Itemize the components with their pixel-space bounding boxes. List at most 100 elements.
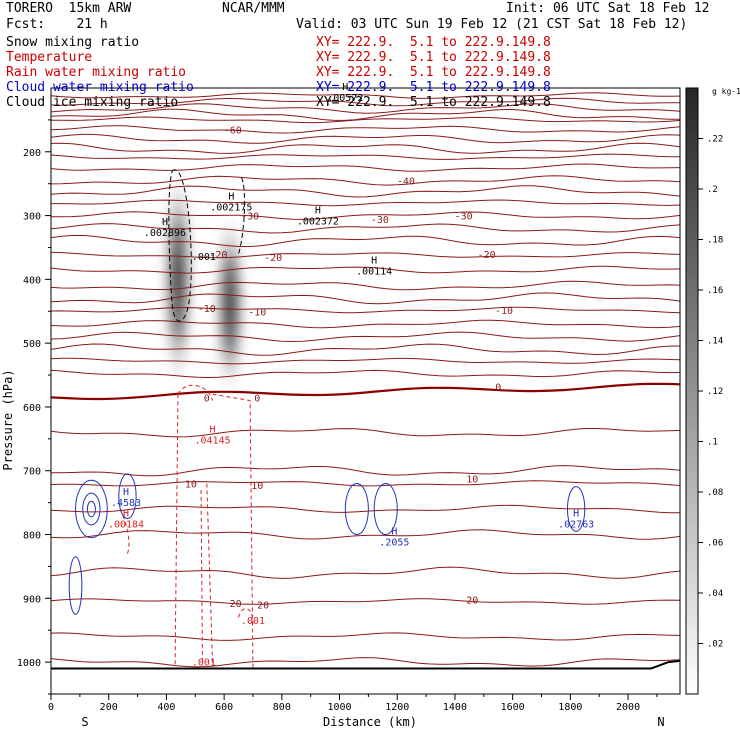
- y-axis-label: Pressure (hPa): [1, 369, 15, 470]
- isotherm-26: [50, 369, 681, 379]
- temperature-label-14: 0: [495, 383, 501, 394]
- valid-time: Valid: 03 UTC Sun 19 Feb 12 (21 CST Sat …: [296, 17, 688, 32]
- isotherm-2: [50, 97, 681, 107]
- center-name: NCAR/MMM: [222, 1, 285, 16]
- isotherm-16: [50, 234, 681, 247]
- freezing-level: [50, 382, 681, 401]
- snow-plume-2: [214, 209, 246, 401]
- temperature-label-7: -20: [264, 253, 282, 264]
- y-tick-label-2: 300: [23, 212, 41, 223]
- max-mark-8: H: [123, 509, 129, 520]
- terrain-surface: [51, 659, 681, 670]
- isotherm-11: [50, 175, 681, 186]
- temperature-label-17: 10: [466, 474, 478, 485]
- isotherm-5: [50, 116, 681, 124]
- max-value-10: .02763: [558, 520, 594, 531]
- x-tick-label-1: 0: [48, 702, 54, 713]
- isotherm-28: [50, 465, 681, 477]
- rain-contour-3: [206, 483, 214, 666]
- isotherm-22: [50, 319, 681, 329]
- cloud-water-contour-6: [344, 482, 369, 536]
- temperature-label-5: -30: [455, 212, 473, 223]
- isotherm-25: [50, 357, 681, 365]
- max-value-5: .00572: [327, 93, 363, 104]
- temperature-label-2: -40: [397, 176, 415, 187]
- max-value-6: .04145: [195, 435, 231, 446]
- plot-area: -60 -40 -30 -30 -30 -20 -20 -20 -10 -10 -10 0 0 0 10 10…: [50, 82, 681, 695]
- colorbar-tick-label-7: .14: [707, 337, 723, 347]
- x-tick-label-5: 800: [273, 702, 291, 713]
- colorbar-tick-label-2: .04: [707, 589, 723, 599]
- init-time: Init: 06 UTC Sat 18 Feb 12: [506, 1, 710, 16]
- y-tick-label-9: 1000: [17, 658, 41, 669]
- rain-contour-1: [174, 393, 254, 668]
- isotherm-29: [50, 480, 681, 487]
- cloud-ice-contour-2: [238, 177, 246, 254]
- cloud-water-contour-4: [118, 473, 137, 520]
- max-value-4: .00114: [356, 266, 392, 277]
- colorbar: .02 .04 .06 .08 .1 .12 .14 .16 .18 .2 .22: [685, 87, 723, 695]
- field-xy-rain: XY= 222.9. 5.1 to 222.9.149.8: [316, 65, 551, 80]
- max-mark-1: H: [162, 217, 168, 228]
- x-axis-label: Distance (km): [323, 715, 417, 729]
- colorbar-tick-label-1: .02: [707, 640, 723, 650]
- model-name: TORERO 15km ARW: [6, 1, 132, 16]
- cloud-ice-contour-1: [168, 169, 192, 322]
- field-xy-temperature: XY= 222.9. 5.1 to 222.9.149.8: [316, 50, 551, 65]
- field-xy-cloud-ice: XY= 222.9. 5.1 to 222.9.149.8: [316, 95, 551, 110]
- max-value-8: .00184: [108, 520, 144, 531]
- isotherm-14: [50, 211, 681, 220]
- field-name-temperature: Temperature: [6, 50, 93, 65]
- max-mark-10: H: [573, 509, 579, 520]
- isotherm-8: [50, 142, 681, 154]
- colorbar-tick-label-8: .16: [707, 286, 723, 296]
- temperature-contours: [50, 92, 681, 670]
- colorbar-tick-label-11: .22: [707, 135, 723, 145]
- isotherm-17: [50, 251, 681, 259]
- field-xy-cloud-water: XY= 222.9. 5.1 to 222.9.149.8: [316, 80, 551, 95]
- isotherm-31: [50, 529, 681, 540]
- isotherm-13: [51, 199, 681, 207]
- rain-contour-4: [200, 489, 203, 666]
- isotherm-15: [50, 223, 681, 234]
- colorbar-tick-label-6: .12: [707, 387, 723, 397]
- x-tick-label-9: 1600: [501, 702, 525, 713]
- field-name-cloud-ice: Cloud ice mixing ratio: [6, 95, 179, 110]
- colorbar-unit: g kg-1: [712, 87, 740, 96]
- max-mark-7: H: [123, 487, 129, 498]
- temperature-label-4: -30: [371, 215, 389, 226]
- temperature-label-20: 20: [466, 596, 478, 607]
- isotherm-27: [50, 428, 681, 438]
- cloud-water-contour-3: [86, 500, 96, 518]
- y-tick-label-5: 600: [23, 403, 41, 414]
- contour-value-1: .001: [192, 252, 216, 263]
- field-name-cloud-water: Cloud water mixing ratio: [6, 80, 194, 95]
- max-mark-4: H: [371, 255, 377, 266]
- cloud-water-contour-1: [75, 479, 108, 539]
- field-xy-snow: XY= 222.9. 5.1 to 222.9.149.8: [316, 35, 551, 50]
- isotherm-34: [50, 632, 681, 641]
- forecast-hour: Fcst: 21 h: [6, 17, 108, 32]
- isotherm-30: [50, 504, 680, 514]
- x-tick-label-4: 600: [215, 702, 233, 713]
- y-tick-label-3: 400: [23, 275, 41, 286]
- y-tick-label-1: 200: [23, 148, 41, 159]
- isotherm-24: [50, 343, 681, 356]
- y-tick-label-7: 800: [23, 531, 41, 542]
- isotherm-1: [50, 92, 681, 99]
- rain-contour-2: [177, 384, 214, 401]
- temperature-label-10: -10: [248, 307, 266, 318]
- isotherm-6: [50, 125, 681, 134]
- max-mark-9: H: [391, 527, 397, 538]
- x-axis-left-end: S: [81, 715, 88, 729]
- y-tick-label-6: 700: [23, 467, 41, 478]
- max-mark-2: H: [228, 192, 234, 203]
- cloud-ice-contours: [168, 169, 246, 322]
- contour-value-2: .001: [241, 616, 265, 627]
- isotherm-19: [50, 280, 681, 291]
- isotherm-10: [50, 163, 681, 172]
- colorbar-tick-label-5: .1: [707, 438, 718, 448]
- y-tick-label-8: 900: [23, 594, 41, 605]
- colorbar-tick-label-4: .08: [707, 488, 723, 498]
- temperature-label-15: 10: [185, 479, 197, 490]
